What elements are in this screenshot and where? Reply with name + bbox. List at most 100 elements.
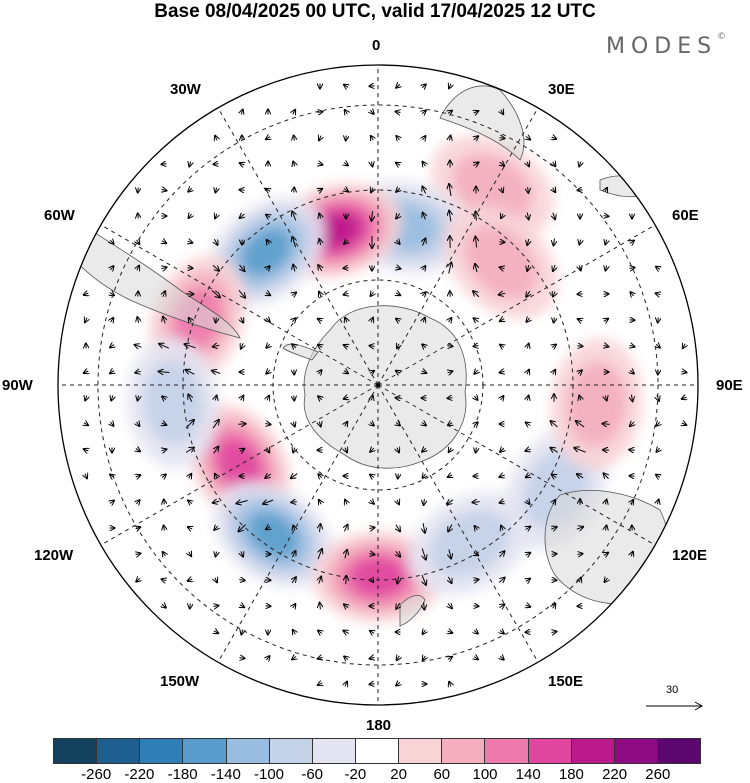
colorbar-swatch [226, 739, 270, 763]
wind-vector [138, 396, 139, 401]
wind-vector [526, 475, 530, 478]
wind-vector [292, 212, 296, 221]
colorbar-swatch [485, 739, 529, 763]
wind-vector [84, 371, 89, 373]
wind-vector [238, 424, 245, 425]
wind-vector [422, 84, 426, 87]
wind-vector [422, 423, 426, 426]
wind-vector [525, 449, 530, 451]
wind-vector [474, 136, 479, 140]
colorbar-swatch [399, 739, 443, 763]
wind-vector [293, 265, 295, 272]
wind-vector [448, 346, 453, 347]
wind-vector [110, 240, 113, 244]
colorbar-swatch [140, 739, 184, 763]
wind-vector [293, 422, 295, 427]
brand-logo: MODES© [606, 32, 726, 59]
wind-vector [214, 606, 219, 607]
wind-vector [631, 552, 633, 557]
wind-vector [500, 630, 504, 633]
map-title: Base 08/04/2025 00 UTC, valid 17/04/2025… [154, 1, 596, 22]
wind-vector [345, 550, 347, 559]
wind-vector [423, 136, 426, 140]
colorbar-swatch [312, 739, 356, 763]
wind-vector [320, 603, 321, 610]
wind-vector [449, 549, 451, 559]
wind-vector [396, 682, 400, 685]
lon-label-180: 180 [366, 717, 392, 734]
wind-vector [498, 578, 504, 583]
wind-vector [292, 577, 296, 584]
wind-vector [138, 214, 139, 219]
wind-vector [500, 656, 504, 659]
wind-vector [579, 162, 581, 167]
wind-vector [422, 110, 426, 113]
colorbar-swatch [657, 739, 701, 763]
wind-vector [266, 318, 270, 322]
wind-vector [266, 215, 270, 218]
wind-vector [501, 110, 504, 114]
wind-vector [293, 162, 295, 167]
wind-vector [215, 136, 217, 141]
wind-vector [266, 137, 270, 140]
lon-label-90w: 90W [2, 377, 33, 394]
colorbar-tick-label: 260 [645, 766, 671, 783]
south-america-landmass [58, 209, 241, 339]
wind-vector [396, 112, 401, 113]
wind-vector [396, 84, 400, 87]
lon-label-150e: 150E [548, 673, 584, 690]
meridian-line [217, 384, 379, 663]
wind-vector [370, 684, 375, 685]
wind-vector [526, 605, 531, 607]
wind-vector [319, 239, 321, 246]
wind-vector [606, 266, 607, 271]
reference-vector-label: 30 [666, 684, 679, 696]
wind-vector [345, 448, 347, 453]
wind-vector [293, 551, 296, 558]
wind-vector [163, 552, 166, 556]
meridian-line [377, 384, 539, 663]
wind-vector [136, 500, 139, 504]
wind-vector [631, 394, 632, 402]
wind-vector [500, 162, 505, 166]
wind-vector [579, 240, 580, 245]
wind-vector [370, 631, 374, 634]
wind-vector [551, 527, 556, 529]
wind-vector [473, 162, 478, 165]
wind-vector [553, 500, 556, 504]
wind-vector [164, 526, 165, 531]
colorbar-swatch [614, 739, 658, 763]
wind-vector [344, 656, 348, 659]
wind-vector [292, 293, 296, 296]
wind-vector [528, 187, 529, 193]
colorbar-swatch [442, 739, 486, 763]
wind-vector [214, 526, 217, 530]
wind-vector [266, 527, 270, 530]
wind-vector [212, 264, 219, 271]
wind-vector [135, 345, 142, 348]
wind-vector [526, 290, 530, 297]
wind-vector [578, 294, 583, 295]
wind-vector [526, 318, 529, 322]
meridian-line [377, 224, 656, 386]
wind-vector [422, 371, 427, 373]
wind-vector [657, 500, 658, 505]
wind-vector [630, 292, 633, 296]
wind-vector [474, 396, 477, 400]
wind-vector [553, 188, 556, 192]
wind-vector [448, 398, 453, 399]
colorbar-swatch [528, 739, 572, 763]
wind-vector [527, 238, 529, 245]
wind-vector [657, 394, 659, 401]
wind-vector [294, 136, 295, 141]
wind-vector [423, 630, 426, 634]
wind-vector [553, 212, 555, 220]
wind-vector [267, 448, 270, 453]
wind-vector [656, 422, 660, 426]
wind-vector [213, 345, 220, 347]
wind-vector [291, 474, 298, 479]
wind-vector [526, 422, 531, 425]
wind-vector [605, 188, 607, 192]
wind-vector [578, 554, 583, 555]
wind-vector [345, 110, 348, 114]
